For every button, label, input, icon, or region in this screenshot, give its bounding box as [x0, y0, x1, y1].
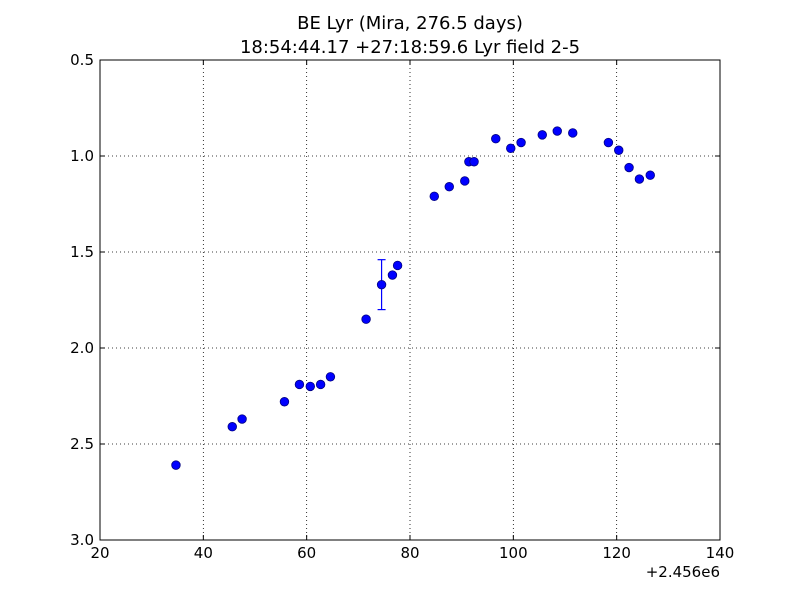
data-point [603, 137, 614, 148]
chart-subtitle: 18:54:44.17 +27:18:59.6 Lyr field 2-5 [240, 37, 580, 58]
y-tick-label: 3.0 [70, 531, 94, 549]
chart-title: BE Lyr (Mira, 276.5 days) [297, 13, 523, 34]
data-point [315, 379, 326, 390]
data-point [376, 279, 387, 290]
data-point [171, 460, 181, 470]
x-tick-label: 20 [90, 544, 109, 562]
y-tick-label: 1.0 [70, 147, 94, 165]
data-point [227, 422, 237, 432]
x-offset-label: +2.456e6 [646, 563, 720, 581]
data-point [516, 137, 526, 148]
data-point [279, 397, 290, 407]
data-point [506, 143, 516, 154]
y-tick-label: 1.5 [70, 243, 94, 261]
y-tick-label: 2.0 [70, 339, 94, 357]
x-tick-label: 80 [400, 544, 419, 562]
data-point [624, 162, 634, 173]
x-tick-label: 140 [706, 544, 735, 562]
x-tick-label: 120 [602, 544, 631, 562]
data-point [552, 126, 562, 136]
y-tick-label: 0.5 [70, 51, 94, 69]
data-point [237, 414, 247, 424]
y-tick-labels: 0.5 1.0 1.5 2.0 2.5 3.0 [70, 51, 94, 549]
plot-frame [99, 59, 721, 541]
x-tick-label: 100 [499, 544, 528, 562]
x-tick-label: 60 [297, 544, 316, 562]
data-point [429, 191, 439, 202]
data-point [469, 157, 479, 167]
data-point [460, 176, 470, 186]
data-point [491, 134, 501, 144]
data-point [537, 130, 547, 140]
data-point [392, 260, 403, 271]
y-tick-label: 2.5 [70, 435, 94, 453]
data-point [325, 372, 336, 382]
data-point [294, 379, 305, 390]
x-tick-label: 40 [194, 544, 213, 562]
data-points [171, 126, 655, 470]
data-point [645, 170, 655, 180]
data-point [444, 182, 454, 192]
data-point [614, 145, 624, 155]
data-point [361, 314, 371, 324]
data-point [387, 270, 398, 280]
data-point [305, 381, 315, 392]
grid-lines [100, 60, 720, 540]
data-point [634, 174, 645, 184]
data-point [568, 128, 578, 138]
x-tick-labels: 20 40 60 80 100 120 140 [90, 544, 734, 562]
